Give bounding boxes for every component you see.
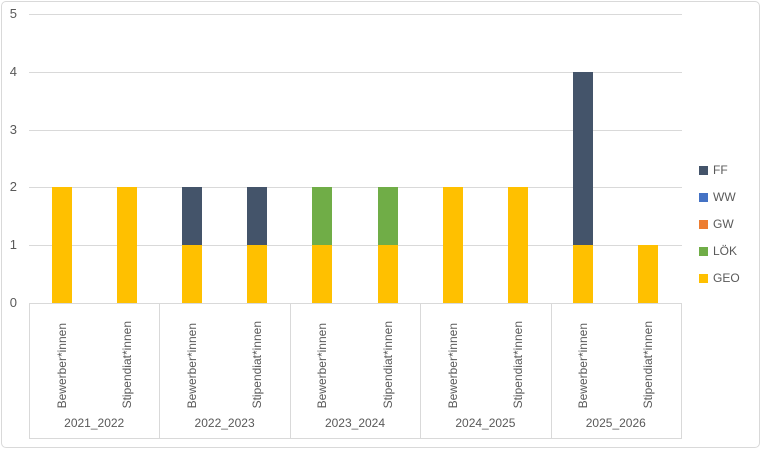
x-axis: Bewerber*innen Stipendiat*innen Bewerber*i… — [29, 303, 682, 439]
legend-label: GW — [713, 217, 734, 231]
x-axis-category-cell: Stipendiat*innen — [225, 303, 290, 408]
y-axis-tick-label: 2 — [9, 179, 17, 195]
legend-swatch-icon — [699, 219, 708, 229]
legend-swatch-icon — [699, 246, 708, 256]
legend-label: WW — [713, 190, 736, 204]
legend-item-GW: GW — [699, 218, 740, 230]
x-axis-category-label: Stipendiat*innen — [380, 320, 395, 408]
legend-item-WW: WW — [699, 191, 740, 203]
x-axis-group-label: 2021_2022 — [64, 416, 125, 430]
x-axis-category-label: Stipendiat*innen — [641, 320, 656, 408]
x-axis-group-label: 2023_2024 — [324, 416, 386, 430]
x-axis-category-label: Bewerber*innen — [576, 322, 591, 408]
bar-segment-LÖK — [377, 187, 398, 246]
bar-segment-LÖK — [312, 187, 333, 246]
x-axis-category-label: Bewerber*innen — [54, 322, 69, 408]
bar-segment-FF — [182, 187, 202, 246]
legend-item-GEO: GEO — [699, 272, 740, 284]
bar-segment-GEO — [573, 245, 594, 303]
category-separator-line — [681, 303, 682, 438]
x-axis-category-label: Bewerber*innen — [445, 322, 460, 408]
category-separator-line — [159, 303, 161, 438]
gridline — [29, 303, 682, 304]
bar-segment-GEO — [508, 187, 528, 303]
legend-swatch-icon — [699, 273, 708, 283]
x-axis-category-cell: Stipendiat*innen — [485, 303, 550, 408]
legend-label: GEO — [713, 271, 740, 285]
gridline — [29, 71, 682, 73]
legend-label: LÖK — [713, 244, 738, 258]
bar-segment-GEO — [442, 187, 463, 303]
x-axis-category-label: Stipendiat*innen — [250, 320, 265, 408]
gridline — [29, 129, 682, 131]
bar-segment-GEO — [377, 245, 398, 303]
bar-segment-GEO — [247, 245, 268, 303]
gridline — [29, 187, 682, 189]
category-separator-line — [550, 303, 552, 438]
y-axis-tick-label: 4 — [9, 63, 17, 79]
category-separator-line — [29, 303, 30, 438]
y-axis-tick-label: 1 — [9, 237, 17, 253]
x-axis-category-label: Bewerber*innen — [315, 322, 330, 408]
category-separator-line — [289, 303, 291, 438]
x-axis-category-cell: Stipendiat*innen — [94, 303, 159, 408]
x-axis-category-label: Stipendiat*innen — [510, 320, 525, 408]
y-axis-tick-label: 3 — [9, 121, 17, 137]
bar-segment-GEO — [312, 245, 333, 303]
x-axis-category-cell: Bewerber*innen — [420, 303, 485, 408]
bar-segment-GEO — [182, 245, 202, 303]
x-axis-category-label: Stipendiat*innen — [119, 320, 134, 408]
legend-swatch-icon — [699, 192, 708, 202]
gridline — [29, 14, 682, 15]
x-axis-group-label: 2022_2023 — [194, 416, 255, 430]
bar-segment-GEO — [638, 245, 659, 303]
bar-segment-GEO — [116, 187, 137, 303]
bar-segment-GEO — [51, 187, 72, 303]
gridline — [29, 245, 682, 247]
x-axis-group-label: 2025_2026 — [585, 416, 646, 430]
legend-swatch-icon — [699, 165, 708, 175]
category-separator-line — [420, 303, 422, 438]
x-axis-category-label: Bewerber*innen — [184, 322, 199, 408]
x-axis-category-cell: Bewerber*innen — [29, 303, 94, 408]
x-axis-group-label: 2024_2025 — [455, 416, 516, 430]
category-axis-bottom-line — [29, 438, 682, 439]
bar-segment-FF — [247, 187, 268, 246]
x-axis-category-cell: Bewerber*innen — [551, 303, 616, 408]
legend-item-FF: FF — [699, 164, 740, 176]
legend-item-LÖK: LÖK — [699, 245, 740, 257]
x-axis-category-cell: Stipendiat*innen — [355, 303, 420, 408]
x-axis-category-cell: Bewerber*innen — [159, 303, 224, 408]
y-axis-tick-label: 0 — [9, 295, 17, 310]
x-axis-category-cell: Stipendiat*innen — [616, 303, 681, 408]
legend: FF WW GW LÖK GEO — [699, 164, 740, 299]
bar-segment-FF — [573, 71, 594, 246]
legend-label: FF — [713, 163, 728, 177]
y-axis-tick-label: 5 — [9, 6, 17, 21]
x-axis-category-cell: Bewerber*innen — [290, 303, 355, 408]
